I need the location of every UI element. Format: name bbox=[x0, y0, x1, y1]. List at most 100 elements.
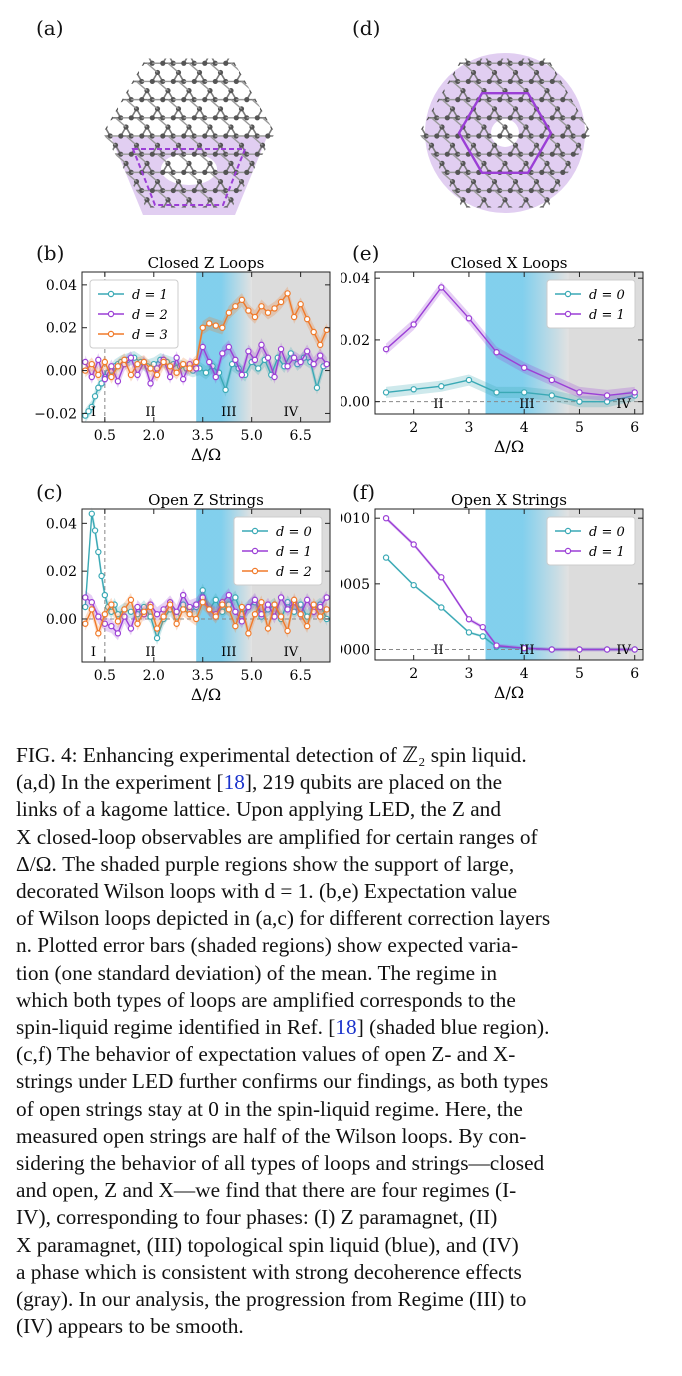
data-point bbox=[520, 364, 528, 371]
data-point bbox=[479, 633, 486, 640]
panel-label-b: (b) bbox=[36, 241, 65, 265]
regime-label: II bbox=[433, 643, 443, 658]
y-tick-label: 0.0010 bbox=[341, 511, 370, 527]
data-point bbox=[290, 354, 298, 361]
caption-line: of open strings stay at 0 in the spin-li… bbox=[16, 1096, 523, 1121]
data-point bbox=[290, 313, 298, 321]
data-point bbox=[121, 613, 128, 620]
chart-title: Closed Z Loops bbox=[148, 254, 265, 272]
data-point bbox=[127, 596, 135, 604]
data-point bbox=[520, 389, 528, 396]
data-point bbox=[199, 587, 206, 594]
legend-entry: d = 1 bbox=[132, 288, 168, 303]
data-point bbox=[91, 527, 99, 534]
data-point bbox=[108, 373, 115, 381]
data-point bbox=[631, 646, 638, 653]
panel-label-f: (f) bbox=[352, 480, 376, 504]
data-point bbox=[297, 610, 304, 618]
data-point bbox=[251, 610, 259, 618]
data-point bbox=[134, 603, 141, 611]
data-point bbox=[284, 290, 291, 297]
data-point bbox=[317, 603, 324, 611]
y-tick-label: 0.04 bbox=[341, 271, 370, 287]
x-tick-label: 3.5 bbox=[192, 428, 214, 444]
chart-title: Closed X Loops bbox=[450, 254, 567, 272]
caption-line: X paramagnet, (III) topological spin liq… bbox=[16, 1232, 519, 1257]
caption-line: Δ/Ω. The shaded purple regions show the … bbox=[16, 851, 515, 876]
data-point bbox=[284, 599, 291, 606]
caption-line: and open, Z and X—we find that there are… bbox=[16, 1178, 517, 1203]
regime-label: I bbox=[91, 645, 96, 660]
regime-label: IV bbox=[616, 643, 631, 658]
data-point bbox=[313, 384, 321, 391]
data-point bbox=[186, 365, 193, 372]
panel-label-c: (c) bbox=[36, 480, 63, 504]
y-tick-label: 0.02 bbox=[341, 333, 370, 349]
caption-line: n. Plotted error bars (shaded regions) s… bbox=[16, 933, 519, 958]
legend: d = 0 d = 1 bbox=[546, 516, 636, 566]
y-tick-label: 0.02 bbox=[46, 564, 77, 580]
data-point bbox=[603, 646, 611, 653]
axes-frame bbox=[374, 508, 644, 661]
x-tick-label: 5.0 bbox=[241, 428, 263, 444]
legend-entry: d = 0 bbox=[276, 525, 312, 540]
data-point bbox=[264, 354, 272, 361]
regime-label: I bbox=[91, 405, 96, 420]
data-point bbox=[108, 601, 115, 608]
x-tick-label: 3 bbox=[464, 420, 473, 436]
data-point bbox=[258, 303, 265, 310]
x-axis-label: Δ/Ω bbox=[494, 437, 524, 456]
legend-entry: d = 1 bbox=[276, 545, 312, 560]
data-point bbox=[382, 345, 390, 353]
data-point bbox=[232, 303, 239, 310]
caption-line: X closed-loop observables are amplified … bbox=[16, 824, 538, 849]
reference-link[interactable]: 18 bbox=[223, 770, 245, 795]
data-point bbox=[114, 618, 122, 625]
y-tick-label: 0.04 bbox=[46, 516, 77, 532]
legend: d = 0 d = 1 bbox=[546, 279, 636, 329]
loop-hole bbox=[491, 119, 519, 147]
data-point bbox=[98, 380, 105, 387]
data-point bbox=[147, 365, 154, 372]
y-tick-label: 0.0000 bbox=[341, 642, 370, 658]
data-point bbox=[202, 369, 210, 376]
data-point bbox=[438, 383, 445, 390]
data-point bbox=[82, 594, 89, 601]
data-point bbox=[271, 373, 278, 381]
data-point bbox=[438, 604, 445, 611]
data-point bbox=[114, 363, 122, 370]
caption-line: decorated Wilson loops with d = 1. (b,e)… bbox=[16, 879, 518, 904]
x-tick-label: 6 bbox=[630, 666, 639, 682]
data-point bbox=[232, 608, 239, 615]
series-d=1 bbox=[382, 281, 638, 402]
caption-line: FIG. 4: Enhancing experimental detection… bbox=[16, 743, 527, 767]
data-point bbox=[173, 354, 180, 361]
data-point bbox=[114, 378, 122, 385]
data-point bbox=[297, 358, 304, 366]
panel-label-e: (e) bbox=[352, 241, 380, 265]
data-point bbox=[264, 309, 272, 316]
regime-label: IV bbox=[616, 397, 631, 412]
data-point bbox=[206, 320, 213, 327]
data-point bbox=[310, 601, 317, 608]
caption-line: strings under LED further confirms our f… bbox=[16, 1069, 549, 1094]
legend: d = 0 d = 1 d = 2 bbox=[233, 516, 323, 586]
data-point bbox=[206, 358, 213, 366]
x-tick-label: 0.5 bbox=[94, 428, 116, 444]
data-point bbox=[127, 371, 135, 379]
data-point bbox=[576, 398, 583, 405]
data-point bbox=[284, 363, 291, 370]
data-point bbox=[225, 606, 233, 613]
error-band bbox=[386, 374, 635, 408]
data-point bbox=[238, 296, 246, 304]
data-point bbox=[258, 599, 265, 606]
reference-link[interactable]: 18 bbox=[335, 1015, 357, 1040]
data-point bbox=[160, 606, 167, 613]
caption-line: spin-liquid regime identified in Ref. [1… bbox=[16, 1015, 550, 1040]
data-point bbox=[297, 601, 304, 608]
data-point bbox=[245, 630, 252, 637]
data-point bbox=[465, 616, 473, 623]
data-point bbox=[323, 594, 330, 601]
data-point bbox=[219, 350, 226, 357]
